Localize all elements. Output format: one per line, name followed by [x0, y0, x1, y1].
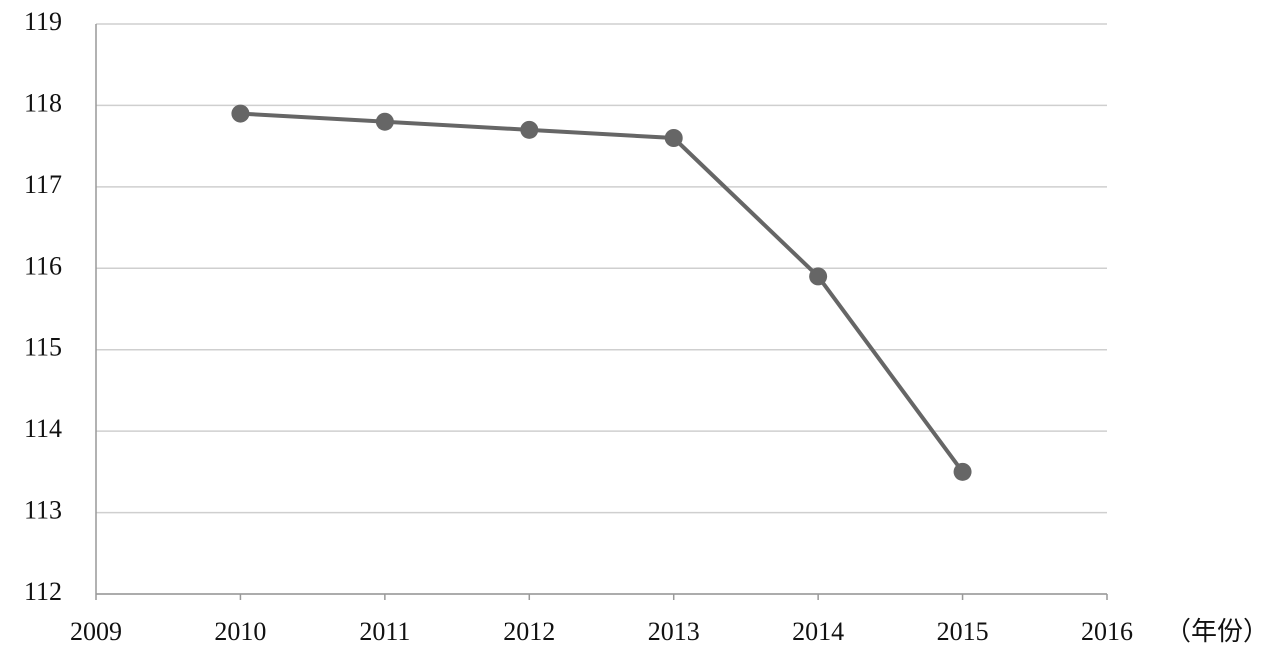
line: [240, 111, 965, 474]
y-tick-label: 117: [24, 170, 62, 199]
x-tick-label: 2015: [937, 617, 989, 646]
y-tick-label: 112: [24, 577, 62, 606]
x-tick-label: 2014: [792, 617, 844, 646]
x-tick-label: 2009: [70, 617, 122, 646]
marker: [809, 267, 828, 286]
x-tick-label: 2010: [214, 617, 266, 646]
y-tick-label: 113: [24, 496, 62, 525]
y-tick-label: 116: [24, 251, 62, 280]
marker: [953, 462, 972, 481]
marker: [375, 112, 394, 131]
y-tick-label: 118: [24, 88, 62, 117]
x-axis-label: （年份）: [1165, 617, 1269, 646]
x-tick-label: 2016: [1081, 617, 1133, 646]
marker: [231, 104, 250, 123]
y-tick-label: 119: [24, 7, 62, 36]
x-tick-label: 2011: [359, 617, 410, 646]
y-tick-label: 115: [24, 333, 62, 362]
marker: [520, 120, 539, 139]
x-tick-label: 2012: [503, 617, 555, 646]
x-tick-label: 2013: [648, 617, 700, 646]
marker: [664, 129, 683, 147]
y-tick-label: 114: [24, 414, 62, 443]
